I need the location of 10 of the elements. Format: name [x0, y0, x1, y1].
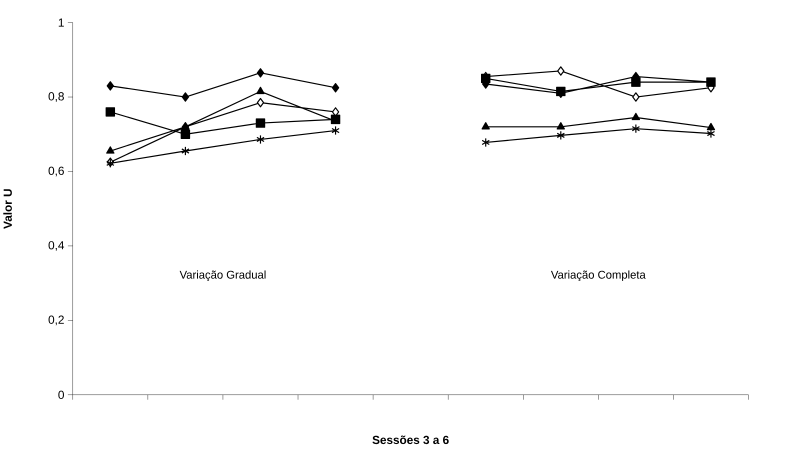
- y-tick-label: 1: [58, 18, 64, 27]
- y-axis-title: Valor U: [3, 189, 12, 229]
- annotation: Variação Gradual: [180, 270, 266, 282]
- y-tick-label: 0,2: [48, 316, 64, 326]
- annotation: Variação Completa: [550, 270, 646, 282]
- y-tick-label: 0,4: [48, 241, 64, 251]
- y-tick-label: 0,6: [48, 166, 64, 176]
- y-tick-label: 0,8: [48, 92, 64, 102]
- y-tick-label: 0: [58, 390, 64, 400]
- x-axis-title: Sessões 3 a 6: [372, 436, 449, 444]
